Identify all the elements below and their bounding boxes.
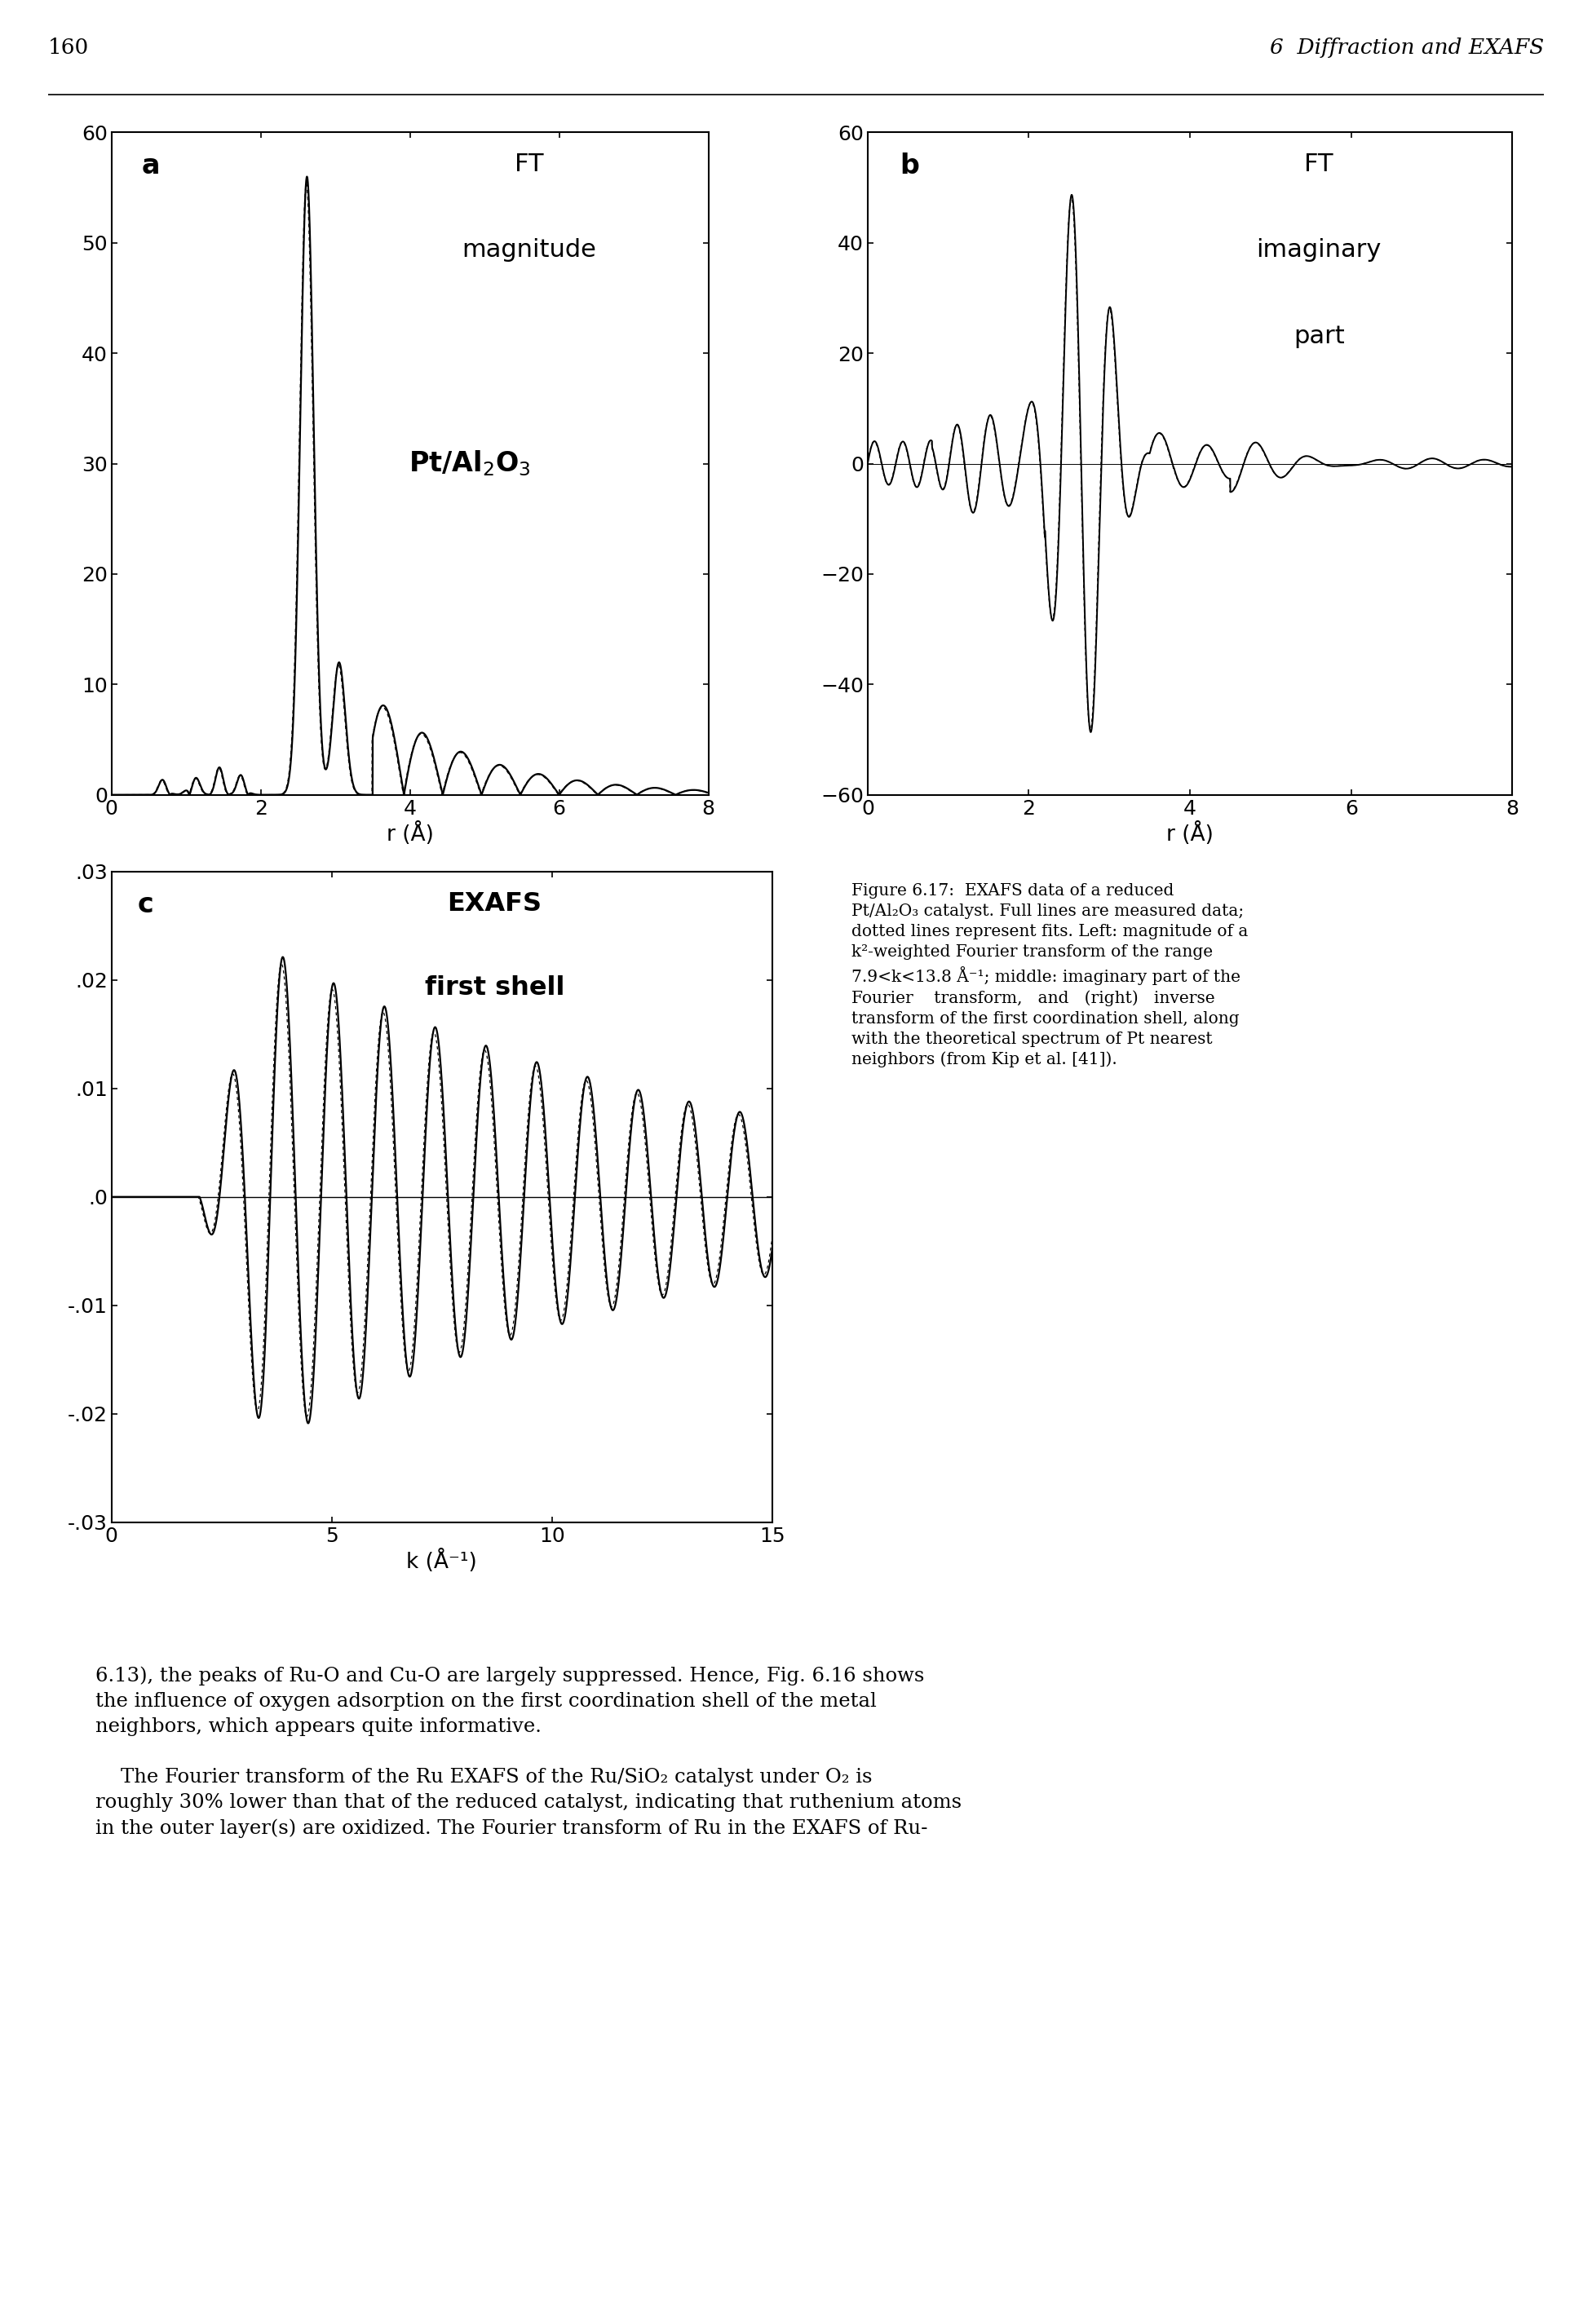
- Text: magnitude: magnitude: [462, 239, 597, 263]
- X-axis label: k (Å⁻¹): k (Å⁻¹): [406, 1550, 478, 1573]
- Text: imaginary: imaginary: [1256, 239, 1382, 263]
- X-axis label: r (Å): r (Å): [1167, 823, 1213, 846]
- Text: a: a: [142, 153, 159, 179]
- Text: FT: FT: [514, 153, 544, 177]
- Text: 160: 160: [48, 37, 89, 58]
- Text: c: c: [139, 890, 154, 918]
- Text: b: b: [899, 153, 919, 179]
- X-axis label: r (Å): r (Å): [387, 823, 433, 846]
- Text: Figure 6.17:  EXAFS data of a reduced
Pt/Al₂O₃ catalyst. Full lines are measured: Figure 6.17: EXAFS data of a reduced Pt/…: [852, 883, 1248, 1067]
- Text: Pt/Al$_2$O$_3$: Pt/Al$_2$O$_3$: [409, 449, 530, 479]
- Text: 6  Diffraction and EXAFS: 6 Diffraction and EXAFS: [1270, 37, 1544, 58]
- Text: EXAFS: EXAFS: [447, 890, 541, 916]
- Text: 6.13), the peaks of Ru-O and Cu-O are largely suppressed. Hence, Fig. 6.16 shows: 6.13), the peaks of Ru-O and Cu-O are la…: [96, 1666, 962, 1838]
- Text: part: part: [1293, 325, 1345, 349]
- Text: first shell: first shell: [425, 976, 565, 1002]
- Text: FT: FT: [1304, 153, 1334, 177]
